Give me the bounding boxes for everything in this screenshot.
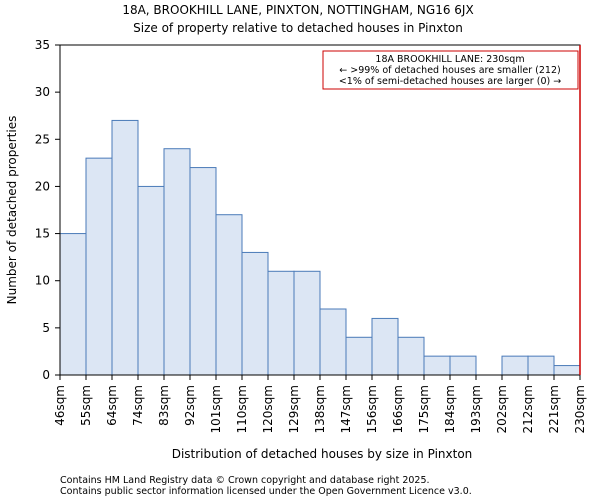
bar-138sqm [319, 308, 347, 376]
x-tick-label: 184sqm [443, 385, 457, 433]
footer-line-2: Contains public sector information licen… [60, 486, 472, 497]
bar-46sqm [59, 233, 87, 376]
bar-184sqm [449, 355, 477, 376]
y-tick-label: 10 [35, 274, 50, 288]
x-axis-ticks: 46sqm 55sqm 64sqm 74sqm 83sqm 92sqm 101sqm 110s… [53, 375, 587, 433]
chart-title-line-2: Size of property relative to detached ho… [133, 21, 463, 35]
bar-221sqm [553, 365, 581, 376]
bar-175sqm [423, 355, 451, 376]
x-tick-label: 110sqm [235, 385, 249, 433]
bar-147sqm [345, 336, 373, 376]
annotation-line-3: <1% of semi-detached houses are larger (… [339, 76, 561, 87]
bar-129sqm [293, 270, 321, 376]
x-tick-label: 101sqm [209, 385, 223, 433]
bar-120sqm [267, 270, 295, 376]
bar-74sqm [137, 185, 165, 376]
x-tick-label: 193sqm [469, 385, 483, 433]
bar-212sqm [527, 355, 555, 376]
x-tick-label: 230sqm [573, 385, 587, 433]
y-axis-label: Number of detached properties [5, 116, 19, 305]
y-tick-label: 5 [42, 321, 50, 335]
x-tick-label: 166sqm [391, 385, 405, 433]
x-tick-label: 156sqm [365, 385, 379, 433]
annotation-box [322, 50, 579, 90]
y-axis-ticks: 0 5 10 15 20 25 30 35 [35, 38, 60, 382]
bar-83sqm [163, 148, 191, 376]
x-tick-label: 55sqm [79, 385, 93, 426]
x-tick-label: 202sqm [495, 385, 509, 433]
bar-202sqm [501, 355, 529, 376]
x-axis-label: Distribution of detached houses by size … [172, 447, 473, 461]
chart-title-line-1: 18A, BROOKHILL LANE, PINXTON, NOTTINGHAM… [122, 3, 473, 17]
bar-55sqm [85, 157, 113, 376]
x-tick-label: 138sqm [313, 385, 327, 433]
annotation-line-1: 18A BROOKHILL LANE: 230sqm [375, 54, 524, 65]
x-tick-label: 147sqm [339, 385, 353, 433]
bar-101sqm [215, 214, 243, 376]
x-tick-label: 74sqm [131, 385, 145, 426]
x-tick-label: 64sqm [105, 385, 119, 426]
bar-64sqm [111, 119, 139, 376]
x-tick-label: 46sqm [53, 385, 67, 426]
x-tick-label: 175sqm [417, 385, 431, 433]
y-tick-label: 30 [35, 85, 50, 99]
y-tick-label: 35 [35, 38, 50, 52]
footer-line-1: Contains HM Land Registry data © Crown c… [60, 475, 430, 486]
y-tick-label: 25 [35, 132, 50, 146]
bar-92sqm [189, 167, 217, 376]
bar-156sqm [371, 317, 399, 376]
y-tick-label: 0 [42, 368, 50, 382]
annotation-line-2: ← >99% of detached houses are smaller (2… [339, 65, 560, 76]
x-tick-label: 120sqm [261, 385, 275, 433]
x-tick-label: 221sqm [547, 385, 561, 433]
y-tick-label: 20 [35, 179, 50, 193]
x-tick-label: 129sqm [287, 385, 301, 433]
x-tick-label: 83sqm [157, 385, 171, 426]
x-tick-label: 92sqm [183, 385, 197, 426]
bar-110sqm [241, 251, 269, 376]
y-tick-label: 15 [35, 227, 50, 241]
bars-group [59, 119, 581, 376]
x-tick-label: 212sqm [521, 385, 535, 433]
bar-166sqm [397, 336, 425, 376]
